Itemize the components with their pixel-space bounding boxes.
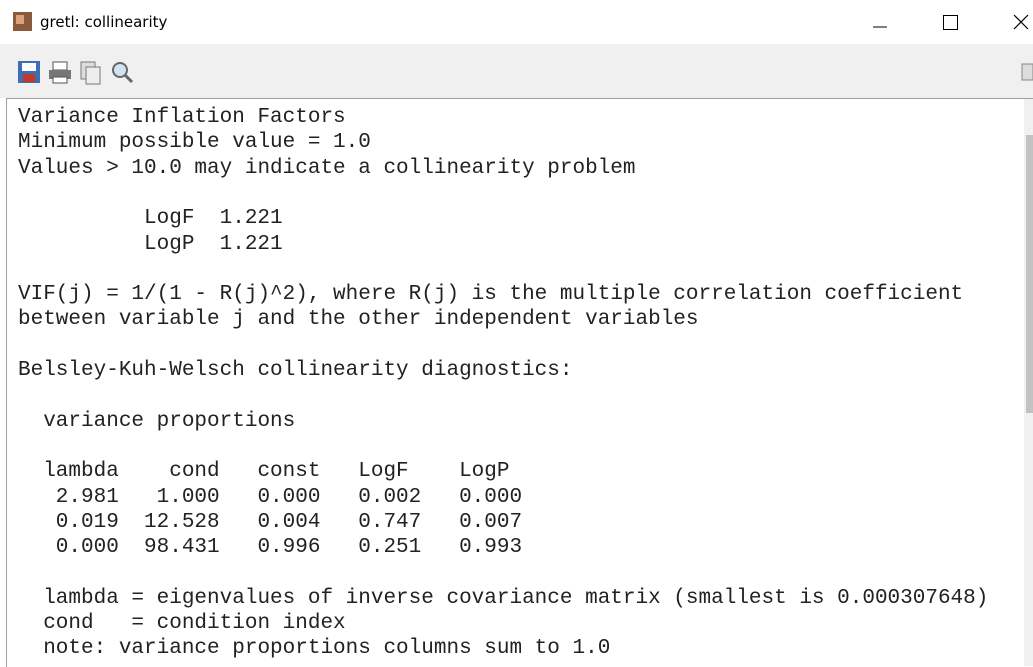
vif-variable: LogF: [144, 207, 195, 231]
table-cell: 0.000: [257, 485, 321, 509]
copy-button[interactable]: [80, 61, 101, 85]
maximize-button[interactable]: [943, 15, 958, 30]
bkw-subheading: variance proportions: [43, 409, 296, 433]
table-cell: 0.996: [257, 536, 321, 560]
window-title: gretl: collinearity: [40, 13, 168, 31]
scrollbar-thumb[interactable]: [1026, 135, 1033, 413]
save-button[interactable]: [18, 61, 40, 83]
toolbar-icons: [18, 61, 1033, 85]
toolbar: [0, 44, 1033, 98]
table-cell: 0.993: [459, 536, 523, 560]
bkw-note: cond = condition index: [43, 612, 346, 635]
table-cell: 98.431: [144, 536, 220, 560]
overflow-button[interactable]: [1021, 63, 1033, 81]
table-header: cond: [169, 460, 220, 484]
table-cell: 0.000: [459, 485, 523, 509]
table-header: lambda: [43, 460, 119, 484]
table-cell: 0.747: [358, 510, 422, 534]
print-button[interactable]: [49, 61, 71, 84]
table-cell: 0.019: [55, 510, 119, 534]
close-button[interactable]: [1013, 14, 1029, 30]
vif-value: 1.221: [219, 232, 283, 256]
vif-value: 1.221: [219, 207, 283, 231]
vif-heading: Minimum possible value = 1.0: [18, 131, 371, 155]
find-button[interactable]: [112, 62, 134, 84]
table-header: const: [257, 460, 321, 484]
table-cell: 0.251: [358, 536, 422, 560]
table-header: LogP: [459, 460, 510, 484]
bkw-note: note: variance proportions columns sum t…: [43, 637, 611, 661]
table-header: LogF: [358, 460, 409, 484]
text-view: Variance Inflation Factors Minimum possib…: [6, 98, 1033, 667]
vif-heading: Values > 10.0 may indicate a collinearit…: [18, 156, 636, 180]
table-cell: 1.000: [156, 485, 220, 509]
table-cell: 0.002: [358, 485, 422, 509]
table-cell: 0.004: [257, 510, 321, 534]
title-bar-graphics: [13, 12, 1029, 31]
table-cell: 0.007: [459, 510, 523, 534]
vif-heading: Variance Inflation Factors: [18, 106, 346, 129]
bkw-heading: Belsley-Kuh-Welsch collinearity diagnost…: [18, 359, 573, 382]
vif-variable: LogP: [144, 232, 195, 256]
app-icon-detail: [16, 15, 24, 24]
table-cell: 12.528: [144, 510, 220, 534]
title-bar: gretl: collinearity: [0, 0, 1033, 44]
bkw-note: lambda = eigenvalues of inverse covarian…: [43, 586, 989, 610]
table-cell: 2.981: [55, 485, 119, 509]
vif-note: between variable j and the other indepen…: [18, 308, 699, 332]
vif-note: VIF(j) = 1/(1 - R(j)^2), where R(j) is t…: [18, 283, 964, 307]
table-cell: 0.000: [55, 536, 119, 560]
